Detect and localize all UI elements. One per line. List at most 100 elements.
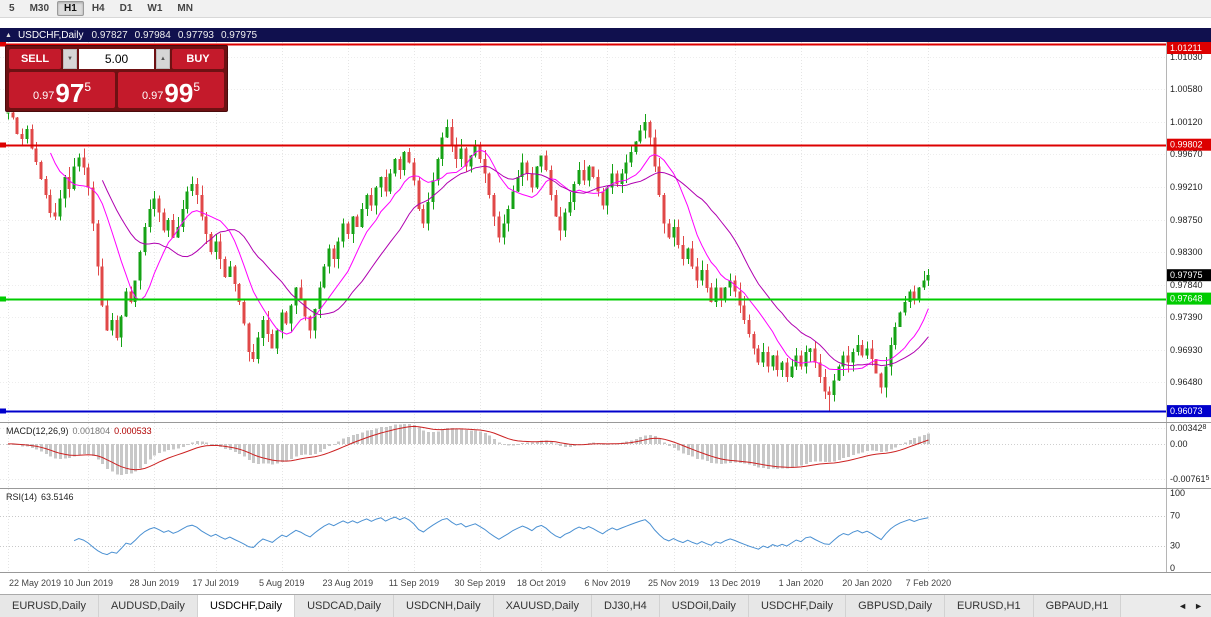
timeframe-button-H1[interactable]: H1 bbox=[57, 1, 84, 16]
svg-text:1.00120: 1.00120 bbox=[1170, 117, 1203, 127]
volume-input[interactable]: 5.00 bbox=[79, 49, 154, 69]
collapse-trade-panel-icon[interactable]: ▲ bbox=[5, 31, 12, 39]
chart-tab-GBPUSD-Daily[interactable]: GBPUSD,Daily bbox=[846, 595, 946, 617]
price-badge bbox=[1167, 269, 1211, 282]
date-label: 6 Nov 2019 bbox=[584, 578, 631, 588]
level-anchor-mark bbox=[0, 42, 6, 47]
date-label: 10 Jun 2019 bbox=[63, 578, 113, 588]
svg-text:0.99210: 0.99210 bbox=[1170, 182, 1203, 192]
date-label: 30 Sep 2019 bbox=[454, 578, 506, 588]
chart-tab-USDCHF-Daily[interactable]: USDCHF,Daily bbox=[748, 595, 847, 617]
level-anchor-mark bbox=[0, 408, 6, 414]
timeframe-toolbar: 5 M30 H1 H4 D1 W1 MN bbox=[0, 0, 1211, 18]
level-anchor-mark bbox=[0, 142, 6, 148]
buy-price-prefix: 0.97 bbox=[141, 90, 164, 102]
macd-panel: 0.003428 0.00 -0.007615 MACD(12,26,9) 0.001… bbox=[0, 422, 1211, 488]
date-label: 23 Aug 2019 bbox=[322, 578, 374, 588]
chart-tab-USDCAD-Daily[interactable]: USDCAD,Daily bbox=[295, 595, 395, 617]
svg-text:0.96073: 0.96073 bbox=[1170, 406, 1203, 416]
ohlc-high: 0.97984 bbox=[134, 29, 171, 41]
chart-symbol-period: USDCHF,Daily bbox=[17, 29, 84, 41]
tabs-scroll-right-icon[interactable]: ► bbox=[1194, 601, 1203, 611]
timeframe-button-D1[interactable]: D1 bbox=[119, 3, 133, 14]
macd-label: MACD(12,26,9) 0.001804 0.000533 bbox=[6, 426, 152, 436]
chart-tab-EURUSD-Daily[interactable]: EURUSD,Daily bbox=[0, 595, 99, 617]
level-anchor-mark bbox=[0, 296, 6, 302]
one-click-trading-panel: SELL ▼ 5.00 ▲ BUY 0.97 97 5 0.97 99 5 bbox=[5, 45, 228, 112]
svg-text:0: 0 bbox=[1170, 563, 1175, 572]
svg-text:0.96480: 0.96480 bbox=[1170, 377, 1203, 387]
date-label: 11 Sep 2019 bbox=[388, 578, 440, 588]
sell-price-pipette: 5 bbox=[84, 80, 92, 94]
chart-tab-USDCHF-Daily[interactable]: USDCHF,Daily bbox=[197, 595, 296, 617]
date-label: 18 Oct 2019 bbox=[516, 578, 566, 588]
chart-tab-USDOil-Daily[interactable]: USDOil,Daily bbox=[659, 595, 749, 617]
timeframe-button-H4[interactable]: H4 bbox=[91, 3, 105, 14]
svg-text:0.97648: 0.97648 bbox=[1170, 294, 1203, 304]
sell-button[interactable]: SELL bbox=[9, 49, 61, 69]
svg-text:100: 100 bbox=[1170, 489, 1185, 498]
candlestick-chart[interactable]: 1.01030 1.00580 1.00120 0.99670 0.99210 0.987… bbox=[0, 42, 1211, 422]
date-label: 20 Jan 2020 bbox=[842, 578, 892, 588]
macd-scale: 0.003428 0.00 -0.007615 bbox=[1170, 423, 1210, 484]
macd-main-value: 0.001804 bbox=[72, 426, 111, 436]
date-label: 13 Dec 2019 bbox=[709, 578, 761, 588]
timeframe-button-W1[interactable]: W1 bbox=[147, 3, 163, 14]
sell-price-display[interactable]: 0.97 97 5 bbox=[9, 72, 115, 108]
vertical-gridlines bbox=[8, 489, 929, 572]
svg-text:0.00: 0.00 bbox=[1170, 439, 1188, 449]
rsi-label: RSI(14) 63.5146 bbox=[6, 492, 74, 502]
date-label: 1 Jan 2020 bbox=[778, 578, 824, 588]
rsi-value: 63.5146 bbox=[41, 492, 74, 502]
chart-tab-XAUUSD-Daily[interactable]: XAUUSD,Daily bbox=[493, 595, 592, 617]
price-badge bbox=[1167, 405, 1211, 418]
svg-text:-0.007615: -0.007615 bbox=[1170, 474, 1210, 484]
timeframe-button-M30[interactable]: M30 bbox=[29, 3, 50, 14]
date-label: 25 Nov 2019 bbox=[647, 578, 700, 588]
svg-text:0.003428: 0.003428 bbox=[1170, 423, 1207, 433]
chart-tab-DJ30-H4[interactable]: DJ30,H4 bbox=[591, 595, 660, 617]
macd-name: MACD(12,26,9) bbox=[6, 426, 69, 436]
macd-chart: 0.003428 0.00 -0.007615 bbox=[0, 423, 1210, 488]
volume-increase-button[interactable]: ▲ bbox=[156, 49, 170, 69]
buy-button[interactable]: BUY bbox=[172, 49, 224, 69]
ohlc-open: 0.97827 bbox=[91, 29, 128, 41]
date-label: 22 May 2019 bbox=[8, 578, 62, 588]
candles bbox=[6, 103, 930, 412]
moving-average-line[interactable] bbox=[50, 149, 929, 370]
chart-tab-AUDUSD-Daily[interactable]: AUDUSD,Daily bbox=[98, 595, 198, 617]
rsi-name: RSI(14) bbox=[6, 492, 38, 502]
svg-text:0.98750: 0.98750 bbox=[1170, 215, 1203, 225]
timeframe-button-5[interactable]: 5 bbox=[9, 3, 15, 14]
date-label: 17 Jul 2019 bbox=[192, 578, 239, 588]
price-badge bbox=[1167, 42, 1211, 54]
svg-text:1.01211: 1.01211 bbox=[1170, 43, 1202, 53]
price-scale: 1.01030 1.00580 1.00120 0.99670 0.99210 0.987… bbox=[1170, 52, 1203, 387]
chart-tab-EURUSD-H1[interactable]: EURUSD,H1 bbox=[945, 595, 1034, 617]
svg-text:0.97840: 0.97840 bbox=[1170, 280, 1203, 290]
toolbar-spacer bbox=[0, 18, 1211, 28]
macd-signal-line bbox=[8, 425, 929, 471]
sell-price-prefix: 0.97 bbox=[32, 90, 55, 102]
volume-decrease-button[interactable]: ▼ bbox=[63, 49, 77, 69]
chart-title-bar: ▲ USDCHF,Daily 0.97827 0.97984 0.97793 0… bbox=[0, 28, 1211, 42]
sell-price-pips: 97 bbox=[55, 78, 85, 108]
svg-text:0.97390: 0.97390 bbox=[1170, 312, 1203, 322]
rsi-scale: 100 70 30 0 bbox=[1170, 488, 1185, 573]
moving-average-line[interactable] bbox=[101, 165, 929, 367]
vertical-gridlines bbox=[8, 423, 929, 488]
ohlc-close: 0.97975 bbox=[220, 29, 258, 41]
chart-tab-USDCNH-Daily[interactable]: USDCNH,Daily bbox=[394, 595, 494, 617]
chart-tab-GBPAUD-H1[interactable]: GBPAUD,H1 bbox=[1033, 595, 1122, 617]
time-axis: 22 May 2019 10 Jun 2019 28 Jun 2019 17 Jul … bbox=[0, 572, 1211, 594]
date-label: 7 Feb 2020 bbox=[905, 578, 952, 588]
timeframe-button-MN[interactable]: MN bbox=[177, 3, 193, 14]
svg-text:0.98300: 0.98300 bbox=[1170, 247, 1203, 257]
date-label: 5 Aug 2019 bbox=[258, 578, 305, 588]
svg-text:0.99670: 0.99670 bbox=[1170, 149, 1203, 159]
date-label: 28 Jun 2019 bbox=[129, 578, 180, 588]
rsi-line bbox=[73, 516, 929, 556]
svg-text:1.01030: 1.01030 bbox=[1170, 52, 1203, 62]
buy-price-display[interactable]: 0.97 99 5 bbox=[118, 72, 224, 108]
tabs-scroll-left-icon[interactable]: ◄ bbox=[1178, 601, 1188, 611]
